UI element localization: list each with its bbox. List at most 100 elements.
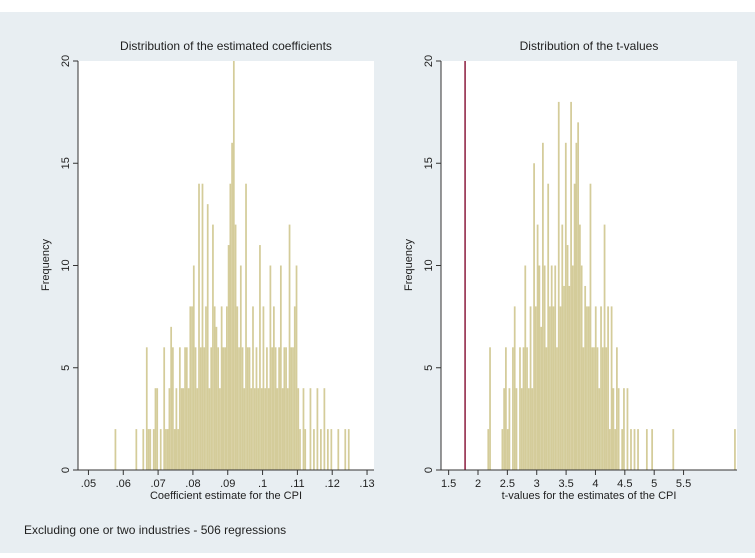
coefficient-bar-9 xyxy=(159,429,162,470)
coefficient-bar-41 xyxy=(217,347,220,470)
t-value-bar-47 xyxy=(584,285,587,470)
t-value-bar-13 xyxy=(524,265,527,470)
t-value-bar-4 xyxy=(505,347,507,470)
t-value-y-tick-label-1: 5 xyxy=(423,365,435,371)
coefficient-bar-66 xyxy=(260,388,263,470)
coefficient-bar-2 xyxy=(142,429,145,470)
t-value-bar-54 xyxy=(596,347,599,470)
t-value-bar-14 xyxy=(526,347,528,470)
coefficient-bar-23 xyxy=(185,347,188,470)
t-value-bar-66 xyxy=(617,388,620,470)
t-value-bar-37 xyxy=(566,245,569,470)
t-value-bar-24 xyxy=(543,265,546,470)
coefficient-bar-92 xyxy=(313,429,315,470)
t-value-x-tick-label-0: 1.5 xyxy=(441,478,456,490)
coefficient-bar-78 xyxy=(281,388,284,470)
t-value-bar-25 xyxy=(545,347,548,470)
coefficient-histogram-panel: Distribution of the estimated coefficien… xyxy=(40,39,375,502)
t-value-bar-15 xyxy=(527,388,530,470)
t-value-bar-1 xyxy=(489,347,491,470)
coefficient-bar-64 xyxy=(257,388,260,470)
t-value-bar-10 xyxy=(519,347,521,470)
t-value-bar-74 xyxy=(651,429,654,470)
t-value-bar-42 xyxy=(575,142,578,471)
t-value-bar-29 xyxy=(552,306,555,470)
t-value-x-tick-label-5: 4 xyxy=(592,478,598,490)
coefficient-bar-18 xyxy=(177,429,179,470)
t-value-bar-43 xyxy=(577,122,580,470)
coefficient-x-ticks: .05 .06 .07 .08 .09 .1 .11 .12 .13 xyxy=(81,470,375,490)
coefficient-bar-28 xyxy=(194,347,197,470)
t-value-y-tick-label-2: 10 xyxy=(423,259,435,271)
t-value-bar-70 xyxy=(630,429,632,470)
coefficient-bar-4 xyxy=(147,429,150,470)
coefficient-bar-5 xyxy=(149,429,152,470)
coefficient-bar-49 xyxy=(231,142,233,471)
coefficient-bar-12 xyxy=(166,429,169,470)
coefficient-bar-90 xyxy=(304,429,307,470)
t-value-bar-65 xyxy=(616,347,618,470)
t-value-bar-72 xyxy=(637,429,639,470)
t-value-bar-61 xyxy=(608,429,611,470)
coefficient-bar-57 xyxy=(245,183,247,470)
coefficient-bar-54 xyxy=(239,265,242,470)
t-value-histogram-title: Distribution of the t-values xyxy=(520,39,659,53)
t-value-bar-12 xyxy=(522,347,525,470)
coefficient-y-tick-label-0: 0 xyxy=(60,467,72,473)
coefficient-bar-86 xyxy=(295,265,298,470)
coefficient-bar-43 xyxy=(220,306,223,470)
coefficient-bar-84 xyxy=(292,347,294,470)
coefficient-bar-10 xyxy=(163,347,166,470)
t-value-bar-18 xyxy=(533,163,535,470)
coefficient-bar-76 xyxy=(278,347,280,470)
coefficient-bar-98 xyxy=(337,429,340,470)
coefficient-x-axis-title: Coefficient estimate for the CPI xyxy=(150,490,302,502)
top-caption-fragment xyxy=(0,0,755,12)
t-value-bar-39 xyxy=(570,101,572,471)
coefficient-y-tick-label-2: 10 xyxy=(60,259,72,271)
coefficient-bar-32 xyxy=(201,183,204,470)
coefficient-bar-68 xyxy=(264,388,267,470)
t-value-bar-22 xyxy=(540,326,543,470)
t-value-y-tick-label-4: 20 xyxy=(423,55,435,67)
coefficient-bar-3 xyxy=(145,347,148,470)
t-value-bar-45 xyxy=(580,265,583,470)
coefficient-x-tick-label-6: .11 xyxy=(290,478,304,490)
coefficient-bar-16 xyxy=(173,429,176,470)
t-value-x-axis-title: t-values for the estimates of the CPI xyxy=(502,490,677,502)
coefficient-x-tick-label-5: .1 xyxy=(258,478,267,490)
t-value-bar-36 xyxy=(564,142,567,471)
coefficient-bar-60 xyxy=(250,388,253,470)
coefficient-bar-99 xyxy=(344,429,347,470)
coefficient-x-tick-label-4: .09 xyxy=(220,478,235,490)
coefficient-bar-20 xyxy=(180,388,183,470)
t-value-y-ticks: 0 5 10 15 20 xyxy=(423,55,441,473)
t-value-bar-16 xyxy=(529,306,532,470)
coefficient-bar-21 xyxy=(182,388,185,470)
coefficient-bar-30 xyxy=(198,183,200,470)
t-value-bar-53 xyxy=(594,306,597,470)
t-value-bar-44 xyxy=(579,224,581,470)
coefficient-bar-72 xyxy=(271,347,274,470)
t-value-bar-9 xyxy=(515,388,518,470)
coefficient-bar-83 xyxy=(290,347,293,470)
coefficient-bar-77 xyxy=(279,265,282,470)
coefficient-bar-53 xyxy=(238,347,240,470)
coefficient-bar-38 xyxy=(212,224,214,470)
coefficient-bar-14 xyxy=(170,326,173,470)
coefficient-bar-61 xyxy=(252,306,254,470)
t-value-histogram-bars xyxy=(487,101,736,471)
t-value-bar-40 xyxy=(571,265,574,470)
t-value-x-tick-label-1: 2 xyxy=(475,478,481,490)
coefficient-bar-13 xyxy=(168,388,171,470)
coefficient-bar-51 xyxy=(234,224,237,470)
t-value-y-axis-title: Frequency xyxy=(403,239,415,291)
coefficient-bar-75 xyxy=(276,388,279,470)
t-value-y-tick-label-3: 15 xyxy=(423,157,435,169)
coefficient-x-tick-label-1: .06 xyxy=(116,478,131,490)
t-value-bar-68 xyxy=(623,388,625,470)
t-value-y-tick-label-0: 0 xyxy=(423,467,435,473)
t-value-x-tick-label-3: 3 xyxy=(534,478,540,490)
t-value-bar-26 xyxy=(547,183,550,470)
t-value-bar-64 xyxy=(614,429,617,470)
